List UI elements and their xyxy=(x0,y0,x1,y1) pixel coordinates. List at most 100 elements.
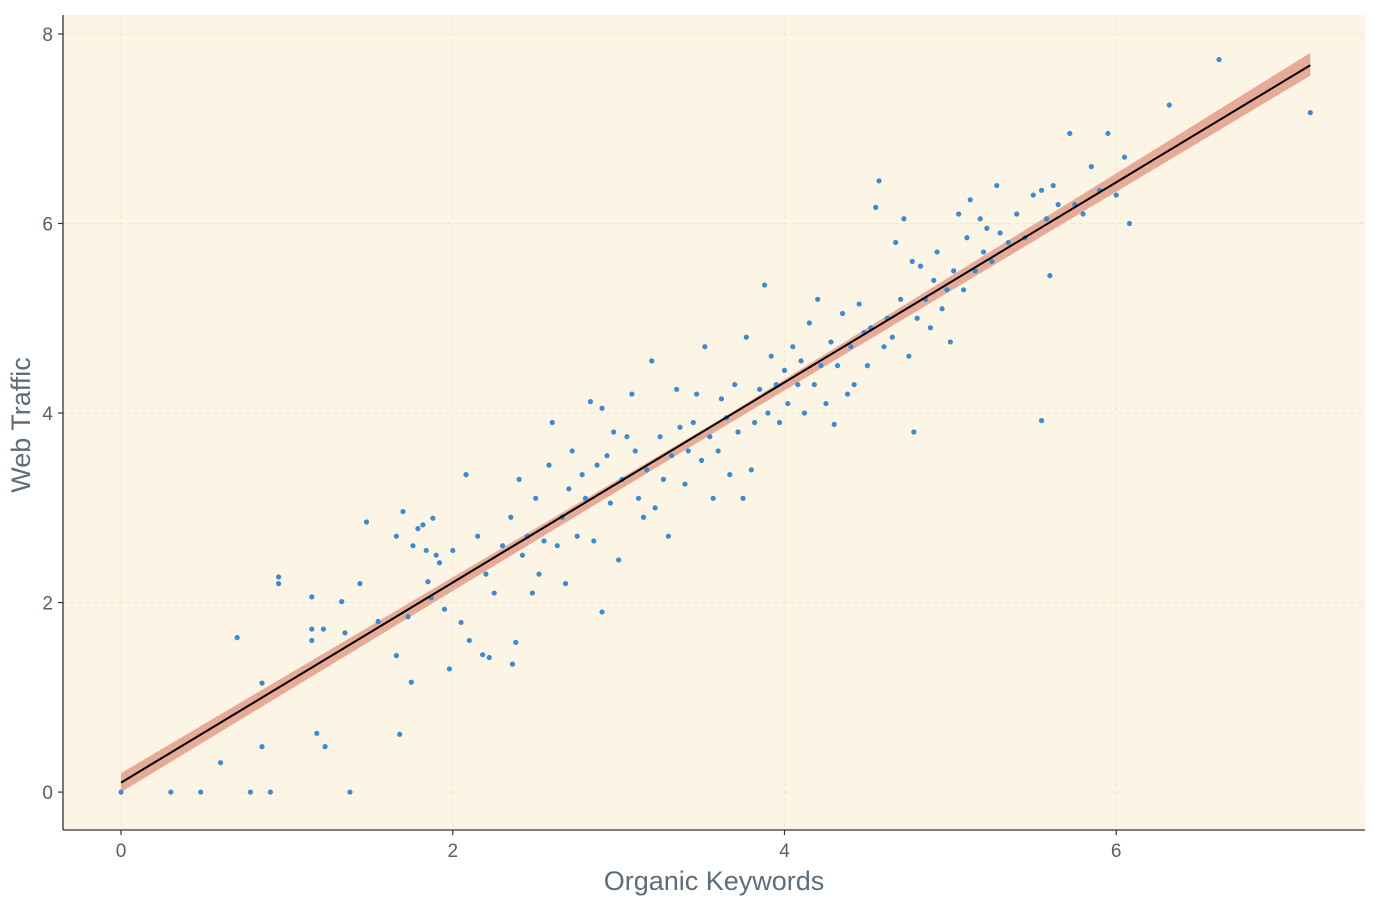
data-point xyxy=(549,419,555,426)
data-point xyxy=(984,225,990,231)
data-point xyxy=(320,626,326,632)
data-point xyxy=(889,334,895,340)
data-point xyxy=(909,258,915,264)
data-point xyxy=(785,400,791,407)
data-point xyxy=(519,552,526,558)
data-point xyxy=(1038,187,1045,193)
data-point xyxy=(508,514,514,520)
y-tick-label: 6 xyxy=(42,214,53,235)
data-point xyxy=(897,296,904,302)
data-point xyxy=(363,519,370,525)
data-point xyxy=(677,424,683,430)
data-point xyxy=(607,500,613,506)
y-tick-label: 2 xyxy=(42,594,53,615)
data-point xyxy=(168,789,174,795)
data-point xyxy=(682,481,688,487)
data-point xyxy=(1121,154,1128,160)
data-point xyxy=(541,538,547,544)
data-point xyxy=(1166,102,1172,108)
data-point xyxy=(776,419,783,426)
data-point xyxy=(1055,201,1061,208)
data-point xyxy=(956,211,962,217)
data-point xyxy=(309,594,315,600)
data-point xyxy=(790,344,796,350)
data-point xyxy=(715,448,721,454)
data-point xyxy=(815,296,821,302)
data-point xyxy=(644,467,650,473)
data-point xyxy=(582,495,589,501)
data-point xyxy=(735,429,741,435)
data-point xyxy=(674,386,680,392)
data-point xyxy=(425,579,431,585)
fit-line xyxy=(120,64,1311,784)
data-point xyxy=(917,263,924,269)
data-point xyxy=(707,434,713,440)
data-point xyxy=(740,495,746,501)
data-point xyxy=(410,543,416,549)
data-point xyxy=(1050,182,1056,189)
data-point xyxy=(989,258,995,264)
data-point xyxy=(463,472,469,478)
data-point xyxy=(994,182,1000,189)
data-point xyxy=(342,630,348,636)
data-point xyxy=(339,599,345,605)
data-point xyxy=(765,410,771,416)
data-point xyxy=(690,419,696,426)
data-point xyxy=(893,239,899,246)
data-point xyxy=(818,363,824,369)
confidence-band xyxy=(121,52,1311,793)
data-point xyxy=(1105,130,1111,137)
data-point xyxy=(831,421,837,427)
data-point xyxy=(927,325,934,331)
data-point xyxy=(529,590,535,596)
data-point xyxy=(393,653,399,659)
data-point xyxy=(768,353,774,359)
data-point xyxy=(611,429,617,435)
data-point xyxy=(441,606,448,612)
data-point xyxy=(347,789,353,795)
data-point xyxy=(844,391,851,397)
data-point xyxy=(947,339,953,345)
fit-line-layer xyxy=(120,64,1311,784)
data-point xyxy=(1047,273,1053,279)
data-point xyxy=(1005,239,1012,246)
data-point xyxy=(491,590,497,596)
x-tick-label: 2 xyxy=(447,841,458,862)
data-point xyxy=(876,178,882,184)
data-point xyxy=(873,204,879,210)
data-point xyxy=(624,434,630,440)
data-point xyxy=(554,543,560,549)
data-point xyxy=(801,410,807,416)
data-point xyxy=(702,344,708,350)
data-point xyxy=(657,434,663,440)
data-point xyxy=(480,652,486,658)
x-axis-title: Organic Keywords xyxy=(604,866,825,896)
data-point xyxy=(486,654,492,661)
data-point xyxy=(640,514,647,520)
data-point xyxy=(1038,418,1045,424)
data-point xyxy=(980,249,987,255)
data-point xyxy=(397,731,403,737)
data-point xyxy=(972,268,978,274)
data-point xyxy=(669,453,675,459)
data-point xyxy=(430,515,436,521)
data-point xyxy=(566,486,572,492)
data-point xyxy=(752,419,758,426)
data-point xyxy=(848,344,854,350)
data-point xyxy=(665,533,671,539)
data-point xyxy=(660,476,667,482)
data-point xyxy=(393,533,399,539)
data-point xyxy=(798,358,804,364)
data-point xyxy=(513,639,519,645)
data-point xyxy=(475,533,481,539)
data-point xyxy=(748,467,754,473)
axes xyxy=(58,15,1365,835)
data-point xyxy=(604,453,610,459)
data-point xyxy=(516,476,522,482)
data-point xyxy=(198,789,204,795)
data-point xyxy=(420,522,426,528)
data-point xyxy=(914,315,920,321)
data-point xyxy=(1126,220,1133,227)
data-point xyxy=(931,277,937,283)
